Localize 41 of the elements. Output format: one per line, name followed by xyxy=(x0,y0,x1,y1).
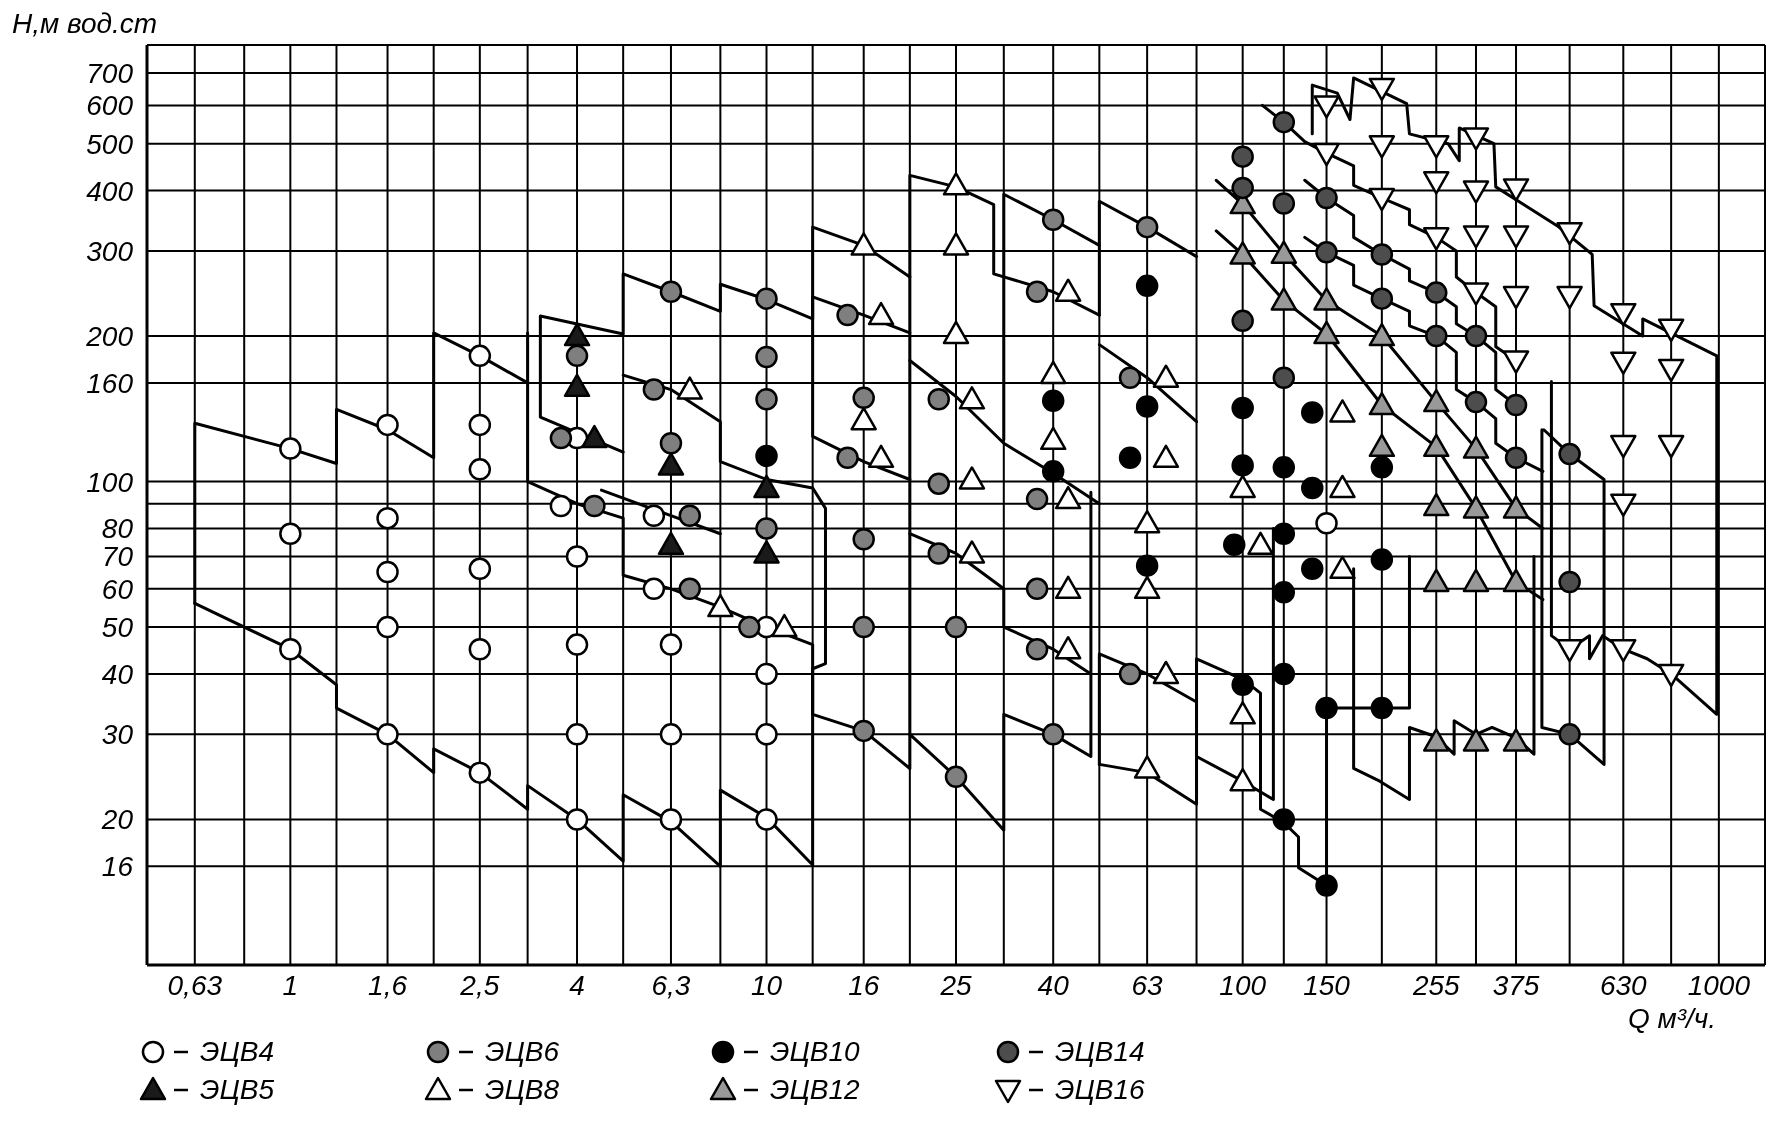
y-tick-label: 300 xyxy=(86,235,134,267)
x-axis-title: Q м³/ч. xyxy=(1628,1003,1717,1035)
legend-label: ЭЦВ8 xyxy=(485,1074,560,1106)
x-tick-label: 6,3 xyxy=(651,970,691,1001)
legend-label: ЭЦВ12 xyxy=(770,1074,860,1106)
y-tick-label: 40 xyxy=(101,658,134,690)
y-tick-label: 30 xyxy=(101,719,134,751)
x-tick-label: 25 xyxy=(939,970,972,1001)
x-tick-label: 63 xyxy=(1131,970,1164,1001)
x-tick-label: 375 xyxy=(1492,970,1540,1001)
y-axis-title: H,м вод.ст xyxy=(12,8,158,40)
legend-label: ЭЦВ6 xyxy=(485,1036,560,1068)
x-tick-label: 100 xyxy=(1219,970,1267,1001)
y-tick-label: 400 xyxy=(86,175,134,207)
x-tick-label: 2,5 xyxy=(459,970,500,1001)
y-tick-label: 100 xyxy=(86,466,134,498)
y-tick-label: 600 xyxy=(86,90,134,122)
x-tick-label: 255 xyxy=(1411,970,1461,1001)
x-tick-label: 1,6 xyxy=(368,970,408,1001)
x-tick-label: 16 xyxy=(848,970,880,1001)
legend-label: ЭЦВ4 xyxy=(200,1036,275,1068)
x-tick-label: 1 xyxy=(282,970,299,1001)
x-tick-label: 150 xyxy=(1303,970,1351,1001)
x-tick-label: 10 xyxy=(750,970,783,1001)
y-tick-label: 500 xyxy=(86,128,134,160)
legend-label: ЭЦВ16 xyxy=(1055,1074,1145,1106)
x-tick-label: 40 xyxy=(1037,970,1070,1001)
y-tick-label: 60 xyxy=(101,573,134,605)
x-tick-label: 1000 xyxy=(1687,970,1751,1001)
legend-label: ЭЦВ14 xyxy=(1055,1036,1145,1068)
legend-label: ЭЦВ10 xyxy=(770,1036,860,1068)
y-tick-label: 200 xyxy=(85,321,134,353)
y-tick-label: 20 xyxy=(100,804,134,836)
y-tick-label: 700 xyxy=(86,58,134,90)
y-tick-label: 16 xyxy=(101,851,134,883)
x-tick-label: 0,63 xyxy=(167,970,223,1001)
legend-label: ЭЦВ5 xyxy=(200,1074,275,1106)
x-tick-label: 630 xyxy=(1599,970,1648,1001)
y-tick-label: 160 xyxy=(86,367,134,399)
y-tick-label: 50 xyxy=(101,612,134,644)
x-tick-label: 4 xyxy=(569,970,585,1001)
